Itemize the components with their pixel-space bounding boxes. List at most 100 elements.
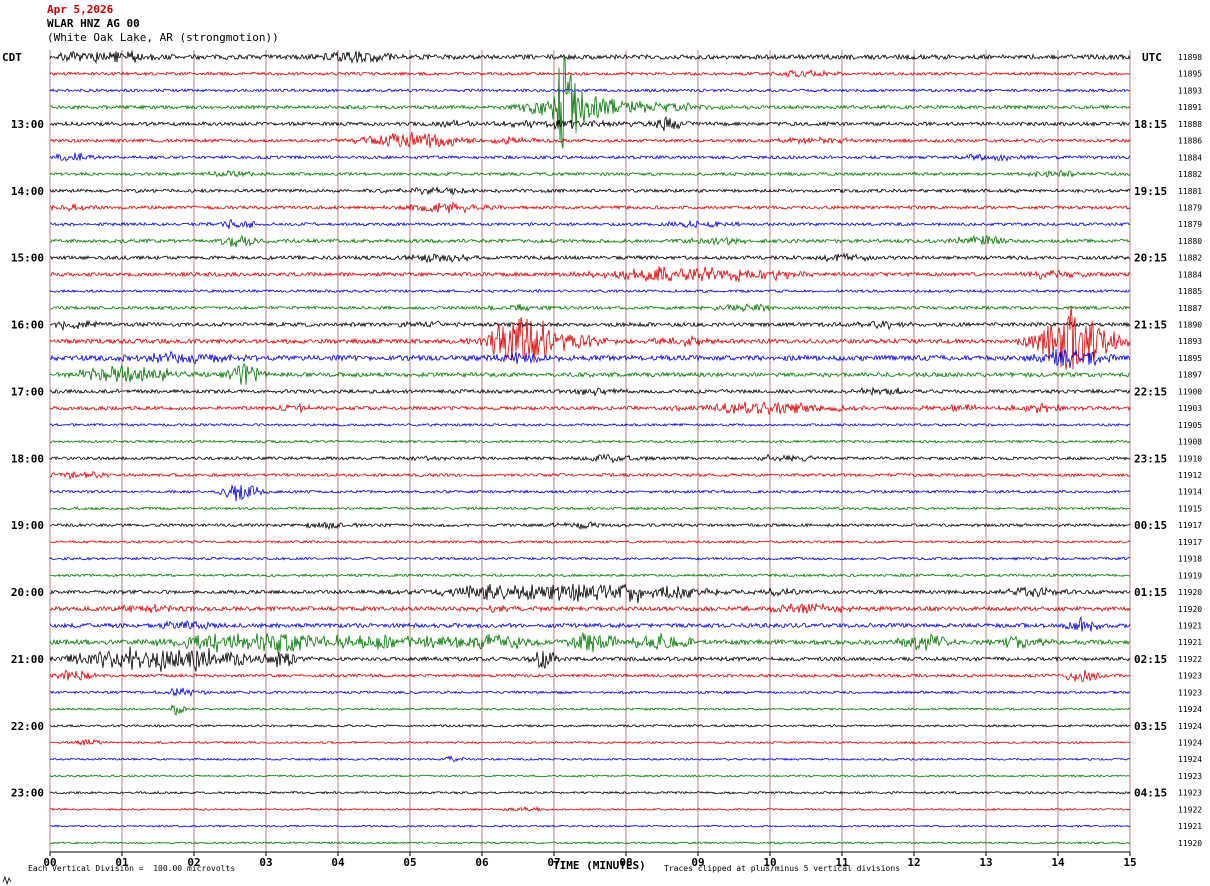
trace-counter-value: 11923 [1178,688,1202,697]
trace-row [49,88,1131,93]
trace-row [49,687,1131,697]
x-tick-label: 00 [43,856,56,869]
trace-row [49,453,1131,464]
x-tick-label: 09 [691,856,704,869]
trace-row [49,266,1131,283]
time-label-left: 18:00 [11,452,44,465]
trace-row [49,218,1131,230]
trace-counter-value: 11917 [1178,538,1202,547]
trace-counter-value: 11879 [1178,220,1202,229]
x-tick-label: 01 [115,856,129,869]
time-label-left: 15:00 [11,252,44,265]
trace-row [49,583,1131,604]
x-tick-label: 02 [187,856,200,869]
trace-row [49,646,1131,672]
trace-counter-value: 11922 [1178,655,1202,664]
trace-row [49,704,1131,716]
trace-counter-value: 11922 [1178,805,1202,814]
trace-counter-value: 11880 [1178,237,1202,246]
trace-counter-value: 11919 [1178,571,1202,580]
x-tick-label: 06 [475,856,489,869]
trace-counter-value: 11897 [1178,371,1202,380]
trace-counter-value: 11923 [1178,789,1202,798]
trace-counter-value: 11918 [1178,555,1202,564]
trace-row [49,252,1131,264]
trace-row [49,386,1131,397]
trace-row [49,755,1131,763]
trace-counter-value: 11910 [1178,454,1202,463]
x-tick-label: 14 [1051,856,1065,869]
x-tick-label: 04 [331,856,345,869]
x-tick-label: 08 [619,856,632,869]
trace-row [49,556,1131,561]
trace-counter-value: 11924 [1178,755,1202,764]
time-label-right: 03:15 [1134,720,1167,733]
trace-counter-value: 11920 [1178,605,1202,614]
time-label-left: 14:00 [11,185,44,198]
x-tick-label: 12 [907,856,920,869]
trace-row [49,319,1131,332]
time-label-left: 13:00 [11,118,44,131]
trace-row [49,68,1131,78]
trace-counter-value: 11915 [1178,504,1202,513]
trace-row [49,615,1131,632]
trace-counter-value: 11923 [1178,772,1202,781]
time-label-right: 20:15 [1134,252,1167,265]
vertical-scale-note: Each Vertical Division = 100.00 microvol… [28,864,236,873]
trace-row [49,790,1131,795]
trace-counter-value: 11890 [1178,321,1202,330]
trace-row [49,669,1131,683]
trace-row [49,632,1131,654]
station-location: (White Oak Lake, AR (strongmotion)) [47,31,279,44]
trace-row [49,738,1131,746]
x-tick-label: 10 [763,856,776,869]
trace-counter-value: 11884 [1178,153,1202,162]
trace-row [49,234,1131,248]
trace-row [50,131,1131,149]
trace-counter-value: 11914 [1178,488,1202,497]
trace-counter-value: 11900 [1178,387,1202,396]
trace-row [49,439,1131,444]
trace-row [49,303,1131,313]
trace-counter-value: 11917 [1178,521,1202,530]
trace-counter-value: 11920 [1178,839,1202,848]
trace-row [49,401,1131,415]
trace-counter-value: 11920 [1178,588,1202,597]
trace-row [49,506,1131,511]
station-code: WLAR HNZ AG 00 [47,17,140,30]
trace-counter-value: 11893 [1178,86,1202,95]
trace-counter-value: 11891 [1178,103,1202,112]
trace-row [49,539,1131,544]
trace-row [49,185,1131,196]
time-label-right: 22:15 [1134,385,1167,398]
trace-row [49,805,1131,813]
trace-counter-value: 11882 [1178,254,1202,263]
trace-counter-value: 11895 [1178,354,1202,363]
trace-counter-value: 11886 [1178,137,1202,146]
time-label-left: 20:00 [11,586,44,599]
trace-row [49,56,1131,149]
time-label-left: 22:00 [11,720,44,733]
x-axis-title: TIME (MINUTES) [553,859,646,872]
trace-counter-value: 11885 [1178,287,1202,296]
clip-note: Traces clipped at plus/minus 5 vertical … [664,864,901,873]
trace-counter-value: 11884 [1178,270,1202,279]
trace-counter-value: 11908 [1178,438,1202,447]
trace-counter-value: 11912 [1178,471,1202,480]
trace-counter-value: 11921 [1178,638,1202,647]
trace-counter-value: 11882 [1178,170,1202,179]
trace-row [49,484,1131,502]
time-label-right: 04:15 [1134,787,1167,800]
x-tick-label: 07 [547,856,560,869]
trace-row [49,824,1131,828]
trace-counter-value: 11924 [1178,705,1202,714]
trace-counter-value: 11879 [1178,203,1202,212]
trace-row [49,152,1131,162]
trace-row [49,774,1131,778]
trace-row [49,841,1131,845]
trace-counter-value: 11893 [1178,337,1202,346]
trace-row [49,422,1131,427]
trace-row [49,169,1131,179]
trace-row [49,348,1131,368]
